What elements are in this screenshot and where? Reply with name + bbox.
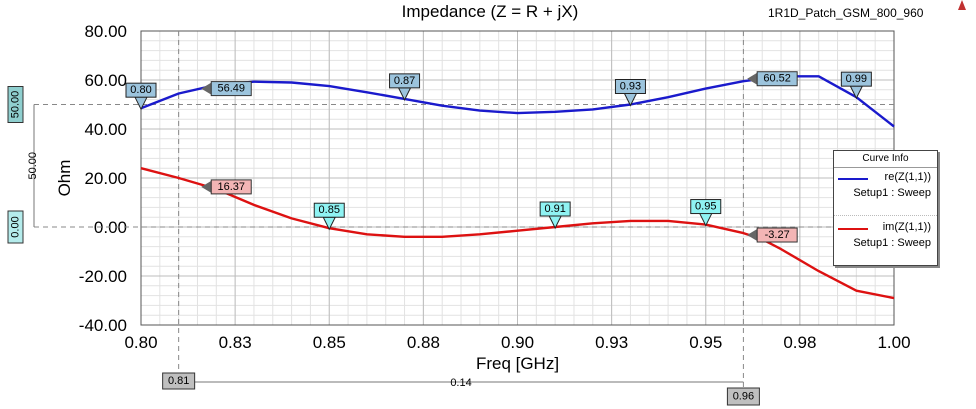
y-tick-label: 60.00 xyxy=(84,71,127,90)
marker-re: 0.93 xyxy=(620,81,641,93)
cursor-lines xyxy=(34,31,894,388)
legend-setup-re: Setup1 : Sweep xyxy=(853,187,931,199)
marker-im-box xyxy=(313,202,345,218)
delta-y-label: 50.00 xyxy=(27,152,39,180)
value-tag-box xyxy=(756,227,798,243)
value-tag-pointer xyxy=(201,82,212,95)
legend-entry-im: im(Z(1,1)) xyxy=(882,221,931,233)
x-tick-label: 0.90 xyxy=(501,333,534,352)
project-name: 1R1D_Patch_GSM_800_960 xyxy=(768,6,924,20)
x-cursor-2-label: 0.96 xyxy=(733,391,754,403)
value-tag-box xyxy=(210,81,252,97)
legend-divider xyxy=(834,167,937,168)
x-axis-label: Freq [GHz] xyxy=(476,354,559,373)
marker-re: 0.87 xyxy=(394,75,415,87)
y-tick-label: -40.00 xyxy=(79,316,127,335)
y-tick-label: 40.00 xyxy=(84,120,127,139)
value-tag-box xyxy=(756,71,798,87)
marker-im: 0.85 xyxy=(319,204,340,216)
x-tick-label: 0.98 xyxy=(783,333,816,352)
marker-re: 0.99 xyxy=(846,73,867,85)
y-tick-label: -20.00 xyxy=(79,267,127,286)
value-tag-pointer xyxy=(747,229,758,242)
legend-title: Curve Info xyxy=(862,153,909,164)
x-tick-label: 0.83 xyxy=(219,333,252,352)
marker-re-box xyxy=(389,73,421,89)
marker-im: 0.91 xyxy=(544,203,565,215)
y-cursor-1-label-box xyxy=(7,86,24,123)
x-cursor-2-label-box xyxy=(726,387,760,406)
y-axis-label: Ohm xyxy=(55,160,74,197)
x-tick-label: 0.85 xyxy=(313,333,346,352)
value-tag-pointer xyxy=(747,72,758,85)
value-tag-box xyxy=(210,179,252,195)
delta-x-label: 0.14 xyxy=(450,377,471,389)
x-tick-label: 0.88 xyxy=(407,333,440,352)
x-cursor-1-label-box xyxy=(162,372,196,390)
y-cursor-1-label: 50.00 xyxy=(10,91,22,119)
legend-entry-re: re(Z(1,1)) xyxy=(884,171,931,183)
marker-im-box xyxy=(690,199,722,215)
marker-re-triangle xyxy=(849,85,864,100)
marker-im-box xyxy=(539,201,571,217)
y-cursor-2-label: 0.00 xyxy=(10,216,22,237)
value-tag-pointer xyxy=(201,180,212,193)
x-tick-label: 1.00 xyxy=(877,333,910,352)
x-tick-label: 0.80 xyxy=(124,333,157,352)
marker-re-box xyxy=(614,79,646,94)
y-cursor-2-label-box xyxy=(7,210,24,244)
x-tick-label: 0.95 xyxy=(689,333,722,352)
x-cursor-1-label: 0.81 xyxy=(168,375,189,387)
legend-setup-im: Setup1 : Sweep xyxy=(853,237,931,249)
chart-title: Impedance (Z = R + jX) xyxy=(401,2,579,21)
curve-info-legend[interactable]: Curve Info re(Z(1,1)) Setup1 : Sweep im(… xyxy=(833,150,938,266)
ansys-logo-icon xyxy=(958,0,966,10)
value-tag: -3.27 xyxy=(765,229,790,241)
marker-re-box xyxy=(840,71,872,87)
y-tick-label: 20.00 xyxy=(84,169,127,188)
marker-re: 0.80 xyxy=(130,84,151,96)
value-tag: 56.49 xyxy=(217,83,245,95)
legend-swatch-im xyxy=(838,228,868,230)
value-tag: 60.52 xyxy=(763,73,791,85)
x-tick-label: 0.93 xyxy=(595,333,628,352)
y-tick-label: 80.00 xyxy=(84,22,127,41)
marker-re-box xyxy=(125,82,157,98)
legend-swatch-re xyxy=(838,178,868,180)
value-tag: 16.37 xyxy=(217,181,245,193)
series-line-im xyxy=(140,167,895,300)
marker-im: 0.95 xyxy=(695,201,716,213)
legend-separator xyxy=(834,215,937,216)
